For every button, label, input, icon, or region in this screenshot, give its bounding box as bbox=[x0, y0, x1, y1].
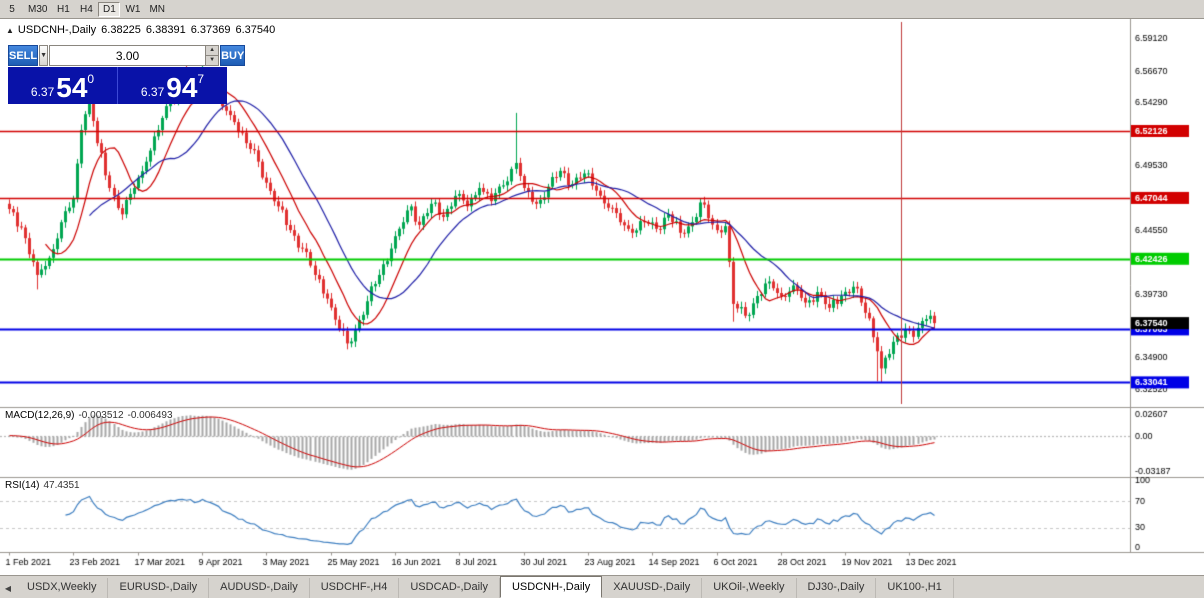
sell-price-pips: 54 bbox=[56, 72, 88, 104]
tab-xauusd-daily[interactable]: XAUUSD-,Daily bbox=[602, 578, 703, 598]
chart-title: ▲ USDCNH-,Daily 6.38225 6.38391 6.37369 … bbox=[6, 24, 280, 36]
volume-field: ▲ ▼ bbox=[49, 45, 220, 66]
trade-prices-row: 6.37 54 0 6.37 94 7 bbox=[8, 67, 227, 104]
timeframe-5-button[interactable]: 5 bbox=[9, 3, 15, 15]
chart-symbol: USDCNH-,Daily bbox=[17, 24, 97, 36]
rsi-value: 47.4351 bbox=[43, 480, 80, 491]
price-chart-canvas[interactable] bbox=[0, 19, 1204, 575]
tab-ukoil-weekly[interactable]: UKOil-,Weekly bbox=[702, 578, 797, 598]
timeframe-d1-button[interactable]: D1 bbox=[98, 1, 121, 17]
ohlc-close: 6.37540 bbox=[235, 24, 276, 36]
buy-price-base: 6.37 bbox=[140, 85, 165, 99]
tab-dj30-daily[interactable]: DJ30-,Daily bbox=[797, 578, 877, 598]
rsi-indicator-label: RSI(14) 47.4351 bbox=[5, 480, 80, 491]
timeframe-h4-button[interactable]: H4 bbox=[80, 3, 93, 15]
volume-input[interactable] bbox=[50, 46, 206, 65]
buy-price-point: 7 bbox=[197, 72, 205, 86]
chevron-down-icon: ▼ bbox=[40, 52, 48, 59]
buy-price[interactable]: 6.37 94 7 bbox=[117, 67, 227, 104]
sell-price-point: 0 bbox=[87, 72, 95, 86]
sell-price-base: 6.37 bbox=[30, 85, 55, 99]
chart-symbol-icon: ▲ bbox=[6, 25, 14, 35]
volume-spinner: ▲ ▼ bbox=[205, 46, 219, 65]
tab-usdcnh-daily[interactable]: USDCNH-,Daily bbox=[499, 576, 603, 598]
volume-dropdown-button[interactable]: ▼ bbox=[39, 45, 49, 66]
tab-usdx-weekly[interactable]: USDX,Weekly bbox=[16, 578, 109, 598]
ohlc-high: 6.38391 bbox=[145, 24, 186, 36]
timeframe-toolbar: 5 M30 H1 H4 D1 W1 MN bbox=[0, 0, 1204, 19]
macd-name: MACD(12,26,9) bbox=[5, 410, 75, 421]
chart-tab-bar: ◀ USDX,Weekly EURUSD-,Daily AUDUSD-,Daily U… bbox=[0, 575, 1204, 598]
buy-price-pips: 94 bbox=[166, 72, 198, 104]
tab-usdcad-daily[interactable]: USDCAD-,Daily bbox=[399, 578, 500, 598]
ohlc-low: 6.37369 bbox=[190, 24, 231, 36]
timeframe-h1-button[interactable]: H1 bbox=[57, 3, 70, 15]
sell-price[interactable]: 6.37 54 0 bbox=[8, 67, 117, 104]
macd-value-signal: -0.006493 bbox=[127, 410, 173, 421]
chart-window: ▲ USDCNH-,Daily 6.38225 6.38391 6.37369 … bbox=[0, 19, 1204, 575]
tab-eurusd-daily[interactable]: EURUSD-,Daily bbox=[108, 578, 210, 598]
rsi-name: RSI(14) bbox=[5, 480, 40, 491]
tab-audusd-daily[interactable]: AUDUSD-,Daily bbox=[209, 578, 310, 598]
timeframe-mn-button[interactable]: MN bbox=[149, 3, 166, 15]
tab-usdchf-h4[interactable]: USDCHF-,H4 bbox=[310, 578, 400, 598]
tab-uk100-h1[interactable]: UK100-,H1 bbox=[876, 578, 954, 598]
sell-button[interactable]: SELL bbox=[8, 45, 39, 66]
ohlc-open: 6.38225 bbox=[101, 24, 141, 36]
volume-increase-button[interactable]: ▲ bbox=[206, 46, 219, 55]
buy-button[interactable]: BUY bbox=[220, 45, 246, 66]
volume-decrease-button[interactable]: ▼ bbox=[206, 55, 219, 65]
macd-value-main: -0.003512 bbox=[78, 410, 124, 421]
timeframe-w1-button[interactable]: W1 bbox=[125, 3, 141, 15]
macd-indicator-label: MACD(12,26,9) -0.003512 -0.006493 bbox=[5, 410, 173, 421]
trade-controls-row: SELL ▼ ▲ ▼ BUY bbox=[8, 45, 246, 66]
tab-scroll-left-icon[interactable]: ◀ bbox=[4, 584, 12, 593]
timeframe-m30-button[interactable]: M30 bbox=[28, 3, 48, 15]
